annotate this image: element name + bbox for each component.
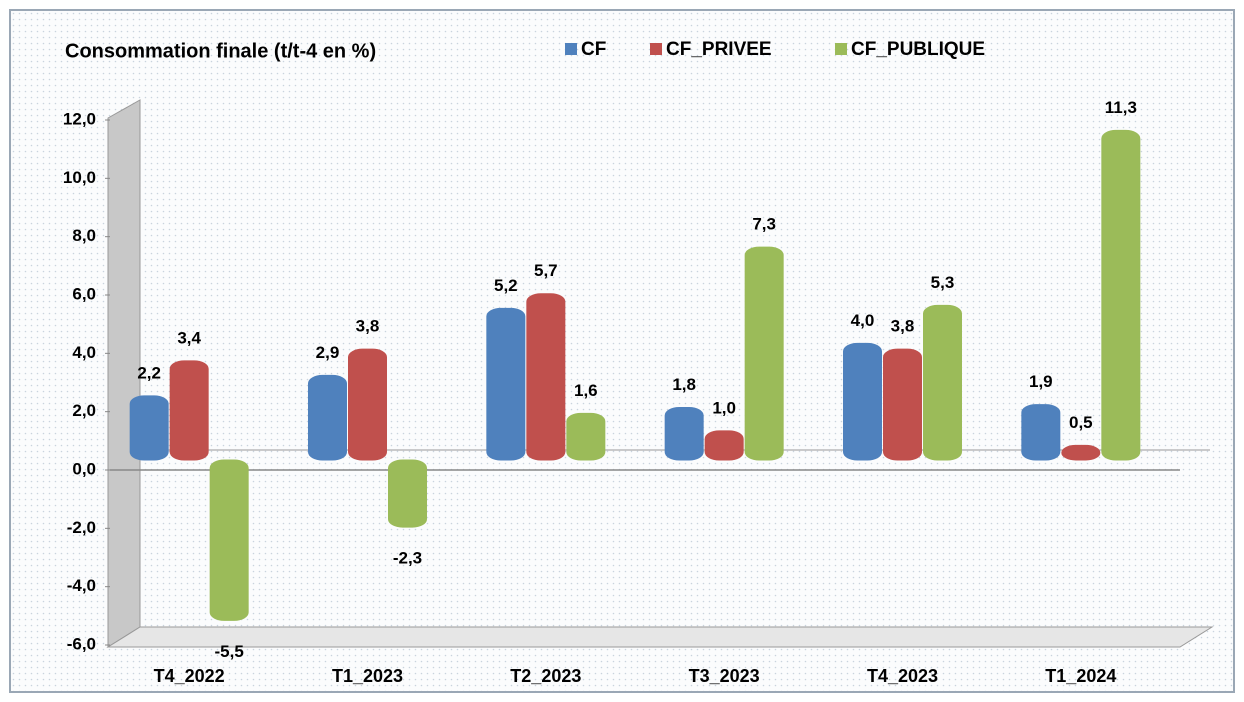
bar	[704, 430, 744, 461]
chart-background	[9, 9, 1235, 693]
data-label: 5,2	[494, 276, 518, 295]
bar	[209, 459, 249, 621]
data-label: 1,9	[1029, 372, 1053, 391]
data-label: 3,8	[891, 317, 915, 336]
bar	[843, 342, 882, 461]
bar	[744, 246, 784, 461]
data-label: 1,8	[672, 375, 696, 394]
data-label: -5,5	[215, 642, 244, 661]
legend-swatch	[835, 43, 847, 55]
bar	[1101, 129, 1141, 461]
bar	[923, 304, 962, 461]
legend-swatch	[650, 43, 662, 55]
bar	[883, 348, 922, 461]
data-label: 5,7	[534, 261, 558, 280]
data-label: 1,6	[574, 381, 598, 400]
data-label: 5,3	[931, 273, 955, 292]
left-wall	[107, 99, 141, 648]
bar	[308, 374, 347, 461]
data-label: 3,8	[356, 317, 380, 336]
legend-label: CF_PUBLIQUE	[851, 39, 985, 60]
y-tick-label: 10,0	[63, 168, 96, 187]
bar	[566, 412, 606, 461]
y-tick-label: -2,0	[67, 518, 96, 537]
x-tick-label: T3_2023	[689, 666, 760, 686]
data-label: 0,5	[1069, 413, 1093, 432]
y-tick-label: 8,0	[72, 226, 96, 245]
floor	[106, 626, 1214, 648]
y-tick-label: 12,0	[63, 109, 96, 128]
x-tick-label: T1_2024	[1045, 666, 1116, 686]
y-tick-label: 6,0	[72, 284, 96, 303]
x-tick-label: T2_2023	[510, 666, 581, 686]
bar	[348, 348, 387, 461]
y-tick-label: 4,0	[72, 343, 96, 362]
bar	[388, 459, 427, 528]
x-tick-label: T4_2022	[154, 666, 225, 686]
y-tick-label: -4,0	[67, 576, 96, 595]
bar	[664, 407, 704, 461]
data-label: 4,0	[851, 311, 875, 330]
legend-label: CF	[581, 39, 606, 60]
y-tick-label: 2,0	[72, 401, 96, 420]
bar	[129, 395, 169, 461]
data-label: 3,4	[177, 328, 201, 347]
bar	[526, 293, 566, 461]
bar	[486, 307, 526, 461]
bar	[169, 360, 209, 461]
chart-title: Consommation finale (t/t-4 en %)	[65, 40, 376, 62]
data-label: 7,3	[752, 215, 776, 234]
x-tick-label: T1_2023	[332, 666, 403, 686]
data-label: 2,9	[316, 343, 340, 362]
y-tick-label: 0,0	[72, 459, 96, 478]
legend-label: CF_PRIVEE	[666, 39, 772, 60]
bar	[1021, 404, 1061, 461]
x-tick-label: T4_2023	[867, 666, 938, 686]
y-tick-label: -6,0	[67, 634, 96, 653]
legend-swatch	[565, 43, 577, 55]
data-label: 11,3	[1105, 98, 1137, 117]
bar	[1061, 444, 1101, 461]
data-label: 1,0	[712, 398, 736, 417]
data-label: -2,3	[393, 549, 422, 568]
data-label: 2,2	[137, 363, 161, 382]
